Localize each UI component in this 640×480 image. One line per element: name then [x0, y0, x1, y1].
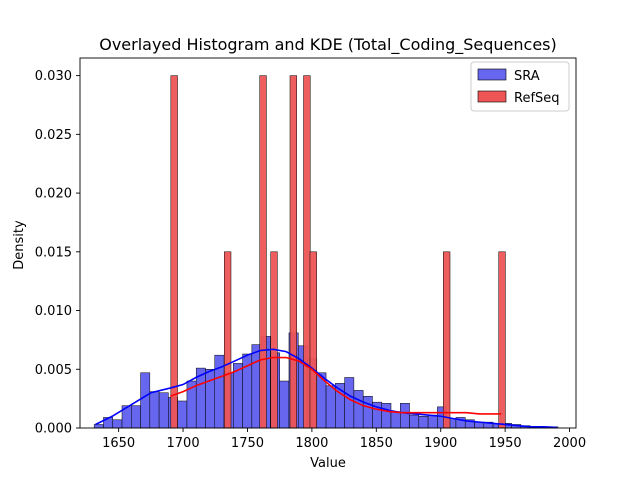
- sra-bar: [344, 377, 355, 429]
- refseq-bar: [259, 75, 267, 429]
- refseq-bar: [498, 251, 506, 429]
- x-tick-label: 1800: [295, 436, 328, 451]
- x-tick-label: 2000: [553, 436, 586, 451]
- x-tick-label: 1950: [489, 436, 522, 451]
- sra-bar: [112, 419, 123, 429]
- refseq-bar: [309, 251, 317, 429]
- sra-bar: [177, 400, 188, 429]
- legend-label-sra: SRA: [514, 69, 540, 84]
- sra-bar: [353, 390, 364, 429]
- sra-bar: [205, 369, 216, 429]
- refseq-bar: [443, 251, 451, 429]
- sra-bar: [140, 372, 151, 429]
- x-tick-label: 1750: [231, 436, 264, 451]
- sra-bar: [390, 411, 401, 429]
- refseq-kde-line: [169, 356, 502, 415]
- legend-swatch-sra: [477, 68, 507, 81]
- x-tick-label: 1700: [167, 436, 200, 451]
- sra-bar: [400, 403, 410, 429]
- sra-bar: [158, 392, 169, 429]
- y-tick-label: 0.005: [35, 363, 72, 378]
- legend: SRA RefSeq: [470, 61, 570, 112]
- y-axis-label: Density: [12, 220, 27, 270]
- refseq-bar: [289, 75, 297, 429]
- y-tick-label: 0.010: [35, 304, 72, 319]
- sra-bar: [279, 380, 290, 429]
- x-tick-label: 1650: [102, 436, 135, 451]
- sra-bar: [149, 391, 160, 429]
- plot-area: 1650 1700 1750 1800 1850 1900 1950 2000 0.000 0.0…: [35, 57, 586, 451]
- legend-swatch-refseq: [477, 90, 507, 103]
- x-axis-label: Value: [310, 456, 346, 471]
- axes-frame: [79, 57, 577, 429]
- y-tick-label: 0.020: [35, 187, 72, 202]
- legend-label-refseq: RefSeq: [514, 91, 560, 106]
- sra-bar: [362, 396, 373, 429]
- sra-bar: [93, 424, 104, 429]
- sra-bar: [418, 416, 429, 429]
- chart-title: Overlayed Histogram and KDE (Total_Codin…: [99, 35, 557, 55]
- sra-bar: [381, 403, 392, 429]
- refseq-bar: [170, 75, 178, 429]
- sra-kde-line: [95, 348, 557, 429]
- sra-bar: [409, 414, 420, 429]
- sra-bar: [427, 414, 438, 429]
- x-tick-label: 1850: [360, 436, 393, 451]
- sra-bar: [233, 363, 243, 429]
- sra-bar: [325, 385, 336, 429]
- y-tick-label: 0.025: [35, 128, 72, 143]
- refseq-bar: [224, 251, 232, 429]
- refseq-bar: [270, 251, 278, 429]
- y-tick-label: 0.030: [35, 69, 72, 84]
- sra-bar: [131, 405, 141, 429]
- y-tick-label: 0.015: [35, 245, 72, 260]
- y-tick-label: 0.000: [35, 422, 72, 437]
- refseq-bar: [303, 75, 311, 429]
- x-tick-label: 1900: [424, 436, 457, 451]
